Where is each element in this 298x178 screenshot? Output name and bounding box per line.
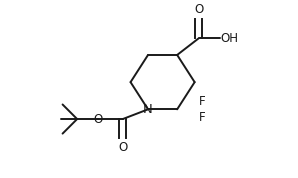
Text: N: N [143,103,153,116]
Text: O: O [118,141,128,154]
Text: F: F [198,111,205,124]
Text: OH: OH [221,32,239,45]
Text: F: F [198,95,205,108]
Text: O: O [194,3,203,16]
Text: O: O [93,112,102,125]
